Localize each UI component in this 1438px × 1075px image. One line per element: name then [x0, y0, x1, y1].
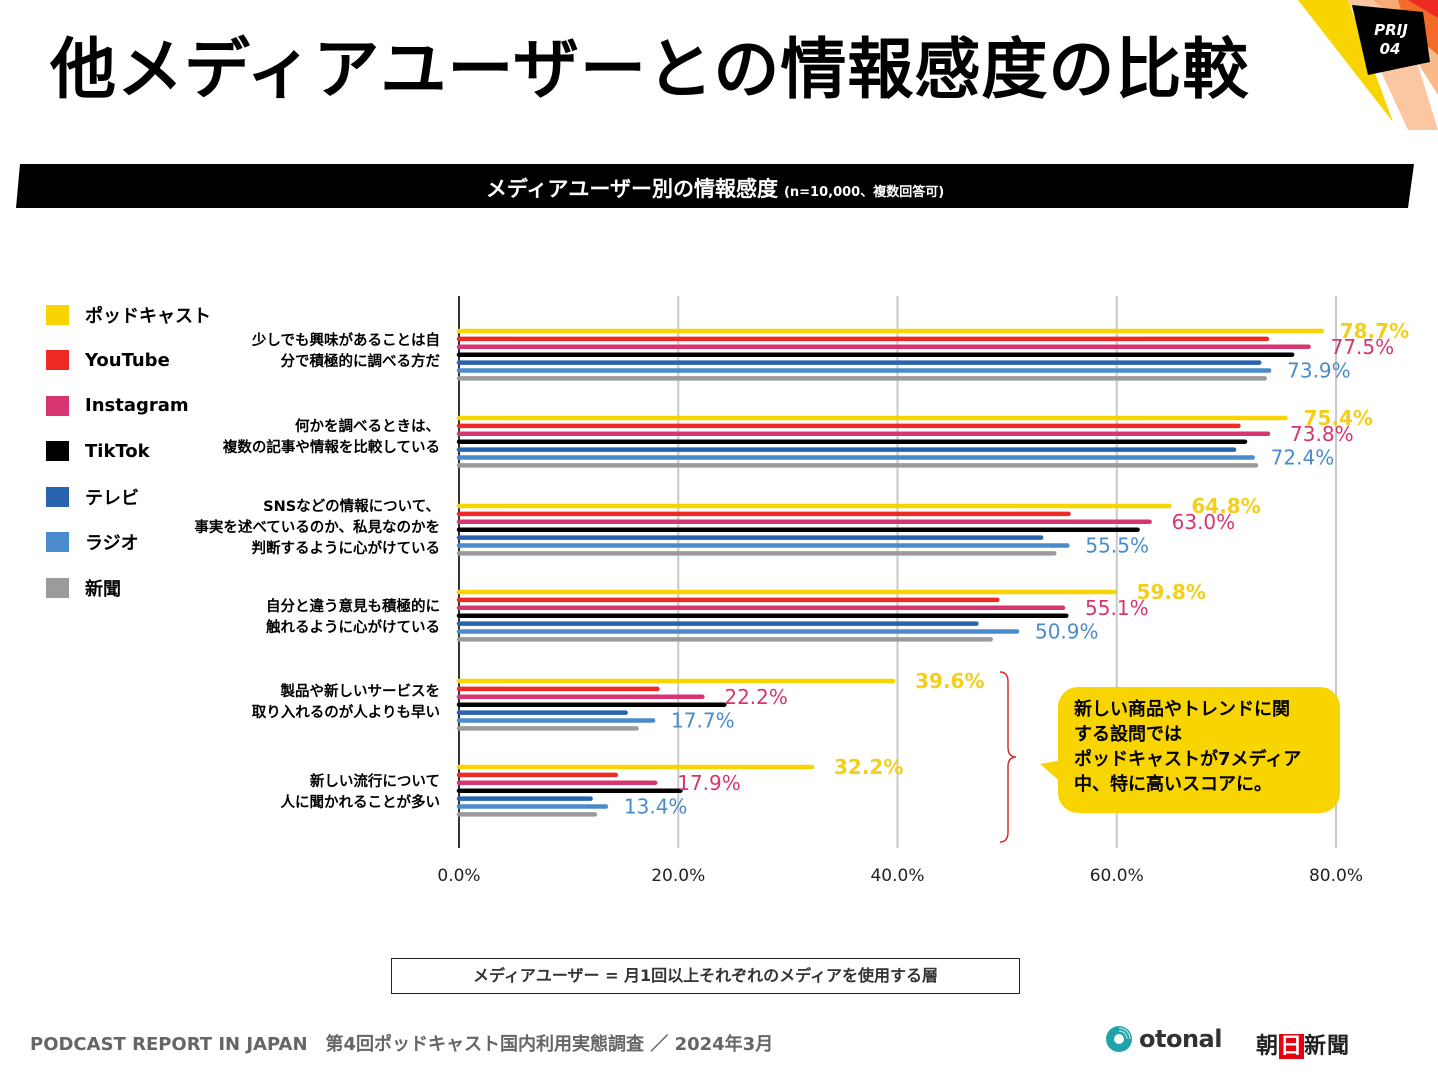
chart-subtitle-band: メディアユーザー別の情報感度 (n=10,000、複数回答可) — [16, 164, 1414, 208]
legend-item-instagram: Instagram — [46, 383, 211, 429]
category-label-line: 新しい流行について — [309, 774, 440, 790]
legend-swatch — [46, 350, 69, 371]
otonal-logo: otonal — [1105, 1025, 1222, 1053]
asahi-logo-part: 日 — [1279, 1034, 1305, 1059]
category-label-line: 人に聞かれることが多い — [280, 795, 441, 811]
badge-text-line1: PRIJ — [1374, 21, 1408, 39]
legend-swatch — [46, 304, 69, 325]
legend-item-tiktok: TikTok — [46, 429, 211, 475]
data-label: 55.1% — [1085, 596, 1149, 620]
badge-text-line2: 04 — [1380, 40, 1401, 58]
legend-swatch — [46, 532, 69, 553]
annotation-bracket — [999, 671, 1017, 843]
legend-item-tv: テレビ — [46, 474, 211, 520]
category-label-line: 判断するように心がけている — [251, 540, 441, 557]
data-label: 73.9% — [1287, 359, 1351, 383]
footer-source: PODCAST REPORT IN JAPAN 第4回ポッドキャスト国内利用実態調… — [30, 1030, 773, 1056]
data-label: 32.2% — [834, 755, 903, 779]
callout-line: ポッドキャストが7メディア — [1074, 749, 1302, 770]
legend-item-youtube: YouTube — [46, 338, 211, 384]
subtitle-band-background — [16, 164, 1414, 208]
legend-item-podcast: ポッドキャスト — [46, 292, 211, 338]
category-label-line: 少しでも興味があることは自 — [251, 333, 440, 349]
callout-line: 中、特に高いスコアに。 — [1074, 774, 1272, 795]
chart-title-main: メディアユーザー別の情報感度 — [485, 177, 778, 201]
category-label-line: 何かを調べるときは、 — [295, 419, 440, 435]
callout-note: 新しい商品やトレンドに関 する設問では ポッドキャストが7メディア 中、特に高い… — [1058, 687, 1340, 813]
legend-swatch — [46, 441, 69, 462]
corner-decoration: PRIJ 04 — [1298, 0, 1438, 130]
data-label: 59.8% — [1137, 580, 1206, 604]
data-label: 17.9% — [677, 771, 741, 795]
legend-label: テレビ — [85, 487, 139, 509]
legend-item-newspaper: 新聞 — [46, 565, 211, 611]
legend-item-radio: ラジオ — [46, 520, 211, 566]
footer-survey-name: 第4回ポッドキャスト国内利用実態調査 ／ 2024年3月 — [325, 1034, 774, 1055]
category-label: 自分と違う意見も積極的に 触れるように心がけている — [266, 597, 440, 639]
category-label-line: 取り入れるのが人よりも早い — [251, 705, 440, 721]
legend-label: TikTok — [85, 440, 150, 462]
x-tick-label: 40.0% — [870, 866, 924, 886]
data-label: 13.4% — [624, 795, 688, 819]
otonal-disc-icon — [1106, 1026, 1132, 1052]
legend: ポッドキャスト YouTube Instagram TikTok テレビ ラジオ… — [46, 292, 211, 611]
legend-label: Instagram — [85, 395, 189, 417]
data-label: 77.5% — [1331, 335, 1395, 359]
definition-note: メディアユーザー = 月1回以上それぞれのメディアを使用する層 — [391, 958, 1020, 994]
legend-swatch — [46, 577, 69, 598]
data-label: 39.6% — [915, 669, 984, 693]
callout-line: 新しい商品やトレンドに関 — [1074, 699, 1290, 720]
data-label: 78.7% — [1340, 319, 1409, 343]
data-label: 72.4% — [1271, 446, 1335, 470]
chart-title: メディアユーザー別の情報感度 (n=10,000、複数回答可) — [16, 173, 1414, 203]
data-label: 75.4% — [1304, 406, 1373, 430]
asahi-logo-part: 新聞 — [1304, 1034, 1351, 1059]
category-label-line: 触れるように心がけている — [266, 620, 440, 636]
asahi-logo: 朝日新聞 — [1256, 1028, 1350, 1060]
category-label-line: 分で積極的に調べる方だ — [280, 354, 441, 370]
bar-chart: 0.0% 20.0% 40.0% 60.0% 80.0% 78.7% 75.4% 64.8% 5… — [437, 296, 1409, 886]
legend-label: ポッドキャスト — [85, 305, 211, 327]
asahi-logo-part: 朝 — [1256, 1034, 1280, 1059]
category-label-line: 製品や新しいサービスを — [280, 684, 441, 700]
data-label: 63.0% — [1172, 510, 1236, 534]
category-label-line: SNSなどの情報について、 — [263, 498, 440, 515]
data-label: 50.9% — [1035, 620, 1099, 644]
category-label: 少しでも興味があることは自分で積極的に調べる方だ — [252, 331, 440, 373]
category-label: 何かを調べるときは、複数の記事や情報を比較している — [223, 417, 440, 459]
x-tick-label: 0.0% — [437, 866, 480, 886]
callout-line: する設問では — [1074, 724, 1182, 745]
category-label-line: 自分と違う意見も積極的に — [266, 599, 440, 615]
category-label-line: 事実を述べているのか、私見なのかを — [194, 519, 440, 536]
x-tick-label: 20.0% — [651, 866, 705, 886]
legend-label: 新聞 — [85, 578, 121, 600]
data-label: 64.8% — [1191, 494, 1260, 518]
category-label: 新しい流行について人に聞かれることが多い — [281, 772, 441, 814]
otonal-logo-text: otonal — [1139, 1025, 1222, 1053]
legend-swatch — [46, 486, 69, 507]
legend-label: YouTube — [85, 349, 170, 371]
data-label: 73.8% — [1290, 422, 1354, 446]
x-tick-label: 80.0% — [1309, 866, 1363, 886]
page-title: 他メディアユーザーとの情報感度の比較 — [50, 31, 1250, 108]
category-label-line: 複数の記事や情報を比較している — [222, 440, 440, 456]
data-label: 55.5% — [1085, 534, 1149, 558]
legend-swatch — [46, 395, 69, 416]
category-label: 製品や新しいサービスを取り入れるのが人よりも早い — [252, 682, 440, 724]
footer-report-name: PODCAST REPORT IN JAPAN — [30, 1034, 308, 1055]
x-tick-label: 60.0% — [1090, 866, 1144, 886]
category-label: SNSなどの情報について、事実を述べているのか、私見なのかを判断するように心がけ… — [194, 497, 440, 560]
legend-label: ラジオ — [85, 533, 139, 555]
data-label: 22.2% — [724, 685, 788, 709]
data-label: 17.7% — [671, 709, 735, 733]
chart-title-note: (n=10,000、複数回答可) — [783, 185, 945, 200]
